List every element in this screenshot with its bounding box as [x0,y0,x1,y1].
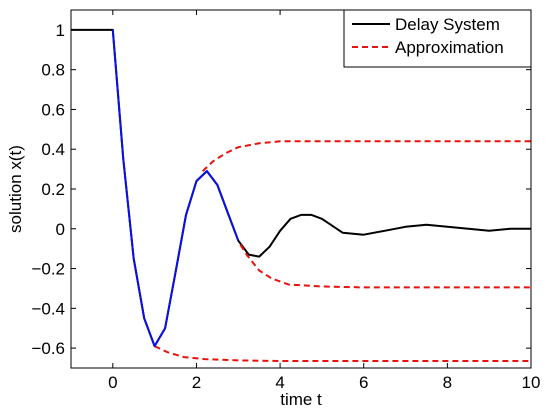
y-axis-label: solution x(t) [6,145,25,233]
x-axis-label: time t [280,390,322,409]
series-approximation-branch-2 [239,244,531,289]
y-tick-label: −0.2 [31,260,65,279]
legend-box [343,9,532,68]
y-tick-label: 0.4 [41,140,65,159]
legend: Delay System Approximation [343,9,532,68]
x-tick-label: 0 [108,373,117,392]
series-approximation-branch-3 [154,345,531,362]
legend-label-approximation: Approximation [395,38,504,57]
series-approximation-segment [111,29,240,348]
x-tick-label: 4 [275,373,284,392]
x-tick-label: 10 [522,373,541,392]
y-tick-label: 0 [56,220,65,239]
ticks-layer: 0 2 4 6 8 10 −0.6 −0.4 −0.2 0 0.2 0.4 0.6 0.8 1 [31,10,540,392]
x-tick-label: 6 [359,373,368,392]
x-tick-label: 8 [443,373,452,392]
x-tick-label: 2 [192,373,201,392]
legend-label-delay-system: Delay System [395,15,500,34]
series-approximation-branch-1 [202,140,531,172]
y-tick-label: −0.6 [31,339,65,358]
y-tick-label: 0.2 [41,180,65,199]
series-layer [71,28,531,362]
y-tick-label: −0.4 [31,299,65,318]
y-tick-label: 0.8 [41,61,65,80]
y-tick-label: 1 [56,21,65,40]
y-tick-label: 0.6 [41,100,65,119]
